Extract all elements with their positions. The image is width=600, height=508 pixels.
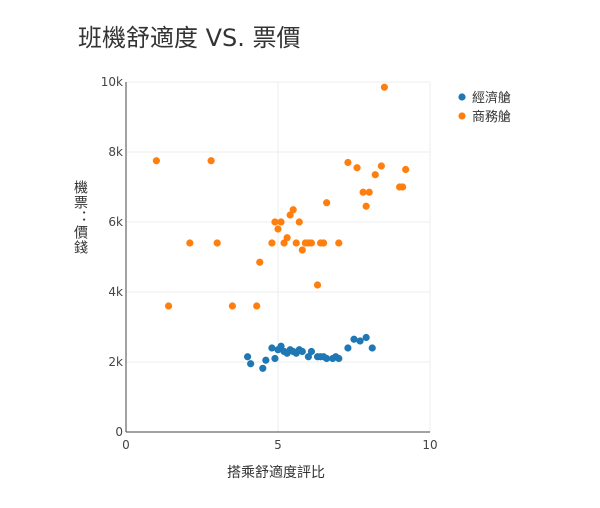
data-point-business — [271, 218, 279, 226]
chart-title: 班機舒適度 VS. 票價 — [78, 24, 301, 52]
data-point-economy — [262, 356, 270, 364]
data-point-business — [186, 239, 194, 247]
tick-labels: 0 2k 4k 6k 8k 10k 0 5 10 — [101, 75, 438, 452]
data-points — [152, 83, 410, 372]
data-point-business — [207, 157, 215, 165]
data-point-business — [365, 188, 373, 196]
data-point-business — [152, 157, 160, 165]
data-point-business — [371, 171, 379, 179]
data-point-business — [268, 239, 276, 247]
data-point-economy — [350, 335, 358, 343]
x-axis-title: 搭乘舒適度評比 — [227, 464, 325, 481]
y-tick-label: 4k — [108, 285, 123, 299]
data-point-business — [292, 239, 300, 247]
data-point-business — [164, 302, 173, 310]
x-tick-label: 5 — [274, 438, 282, 452]
data-point-economy — [271, 354, 279, 363]
data-point-business — [283, 234, 291, 242]
axes — [125, 82, 430, 433]
data-point-economy — [277, 342, 285, 350]
data-point-business — [353, 164, 361, 172]
y-tick-label: 8k — [108, 145, 123, 159]
data-point-business — [335, 239, 343, 247]
data-point-economy — [335, 354, 343, 363]
data-point-business — [362, 202, 370, 210]
legend-marker — [458, 112, 466, 120]
data-point-business — [380, 83, 388, 91]
data-point-economy — [298, 347, 306, 356]
data-point-economy — [323, 354, 331, 363]
data-point-business — [286, 211, 294, 219]
data-point-business — [323, 199, 331, 207]
legend-label: 經濟艙 — [472, 90, 511, 106]
data-point-economy — [356, 337, 364, 345]
data-point-business — [289, 206, 297, 214]
data-point-business — [280, 239, 288, 247]
data-point-business — [277, 218, 285, 226]
data-point-business — [402, 165, 410, 174]
data-point-economy — [362, 333, 370, 342]
data-point-business — [213, 239, 221, 247]
x-tick-label: 0 — [122, 438, 130, 452]
data-point-business — [313, 281, 322, 289]
grid — [126, 81, 431, 432]
y-tick-label: 0 — [115, 425, 123, 439]
data-point-economy — [344, 344, 352, 352]
data-point-business — [298, 246, 306, 254]
data-point-economy — [307, 347, 316, 356]
data-point-business — [256, 258, 264, 266]
y-axis-title: 機票：價錢 — [72, 180, 88, 255]
data-point-economy — [244, 353, 252, 361]
data-point-economy — [247, 360, 255, 368]
data-point-economy — [368, 344, 376, 352]
data-point-business — [344, 158, 352, 167]
data-point-economy — [268, 344, 276, 352]
data-point-economy — [304, 353, 312, 361]
legend-marker — [458, 93, 466, 101]
y-tick-label: 2k — [108, 355, 123, 369]
x-tick-label: 10 — [422, 438, 437, 452]
data-point-business — [399, 183, 407, 191]
legend-label: 商務艙 — [472, 110, 511, 125]
y-tick-label: 6k — [108, 215, 123, 229]
data-point-business — [320, 239, 328, 247]
data-point-economy — [259, 364, 267, 372]
data-point-business — [253, 302, 261, 310]
data-point-business — [295, 218, 303, 226]
y-tick-label: 10k — [101, 75, 123, 89]
data-point-business — [307, 239, 316, 247]
data-point-business — [359, 188, 367, 196]
data-point-business — [274, 225, 282, 233]
data-point-business — [228, 302, 236, 310]
data-point-business — [377, 162, 385, 170]
